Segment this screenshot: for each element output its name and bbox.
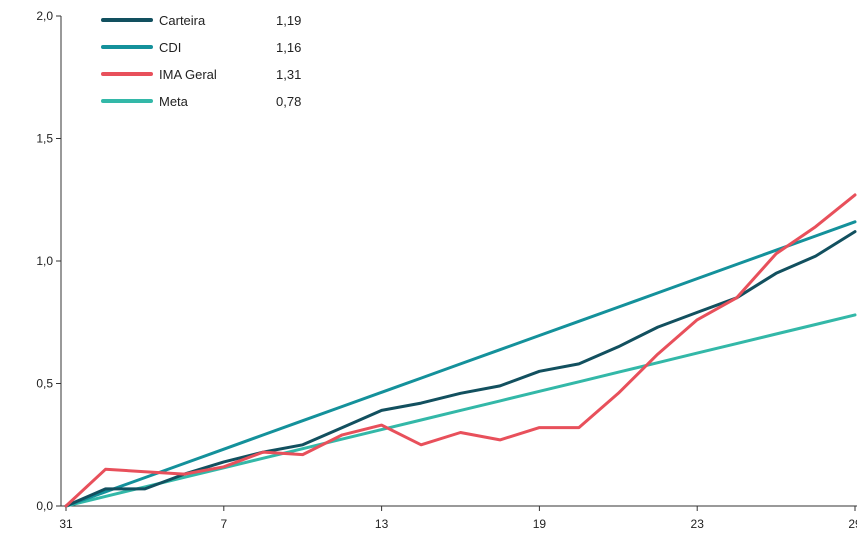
x-tick-label: 23: [691, 517, 705, 531]
legend-series-value: 1,19: [276, 13, 301, 28]
series-line-ima-geral: [64, 193, 857, 508]
series-line-cdi: [64, 220, 857, 508]
x-ticks: 31 7 13 19 23 29: [59, 506, 857, 531]
legend-series-value: 0,78: [276, 94, 301, 109]
y-tick-label: 1,0: [36, 254, 53, 268]
legend-series-name: Meta: [159, 94, 189, 109]
x-tick-label: 29: [848, 517, 857, 531]
x-tick-label: 19: [533, 517, 547, 531]
y-tick-label: 1,5: [36, 132, 53, 146]
series-lines: [64, 193, 857, 508]
x-tick-label: 13: [375, 517, 389, 531]
legend-series-name: IMA Geral: [159, 67, 217, 82]
legend-series-name: Carteira: [159, 13, 206, 28]
legend-series-name: CDI: [159, 40, 181, 55]
y-tick-label: 0,5: [36, 377, 53, 391]
y-tick-label: 0,0: [36, 499, 53, 513]
x-tick-label: 7: [220, 517, 227, 531]
y-tick-label: 2,0: [36, 9, 53, 23]
y-ticks: 0,0 0,5 1,0 1,5 2,0: [36, 9, 61, 513]
legend-series-value: 1,31: [276, 67, 301, 82]
series-line-meta: [64, 313, 857, 508]
legend-series-value: 1,16: [276, 40, 301, 55]
x-tick-label: 31: [59, 517, 73, 531]
series-line-carteira: [64, 230, 857, 508]
legend: Carteira 1,19 CDI 1,16 IMA Geral 1,31 Meta 0,78: [101, 13, 301, 109]
